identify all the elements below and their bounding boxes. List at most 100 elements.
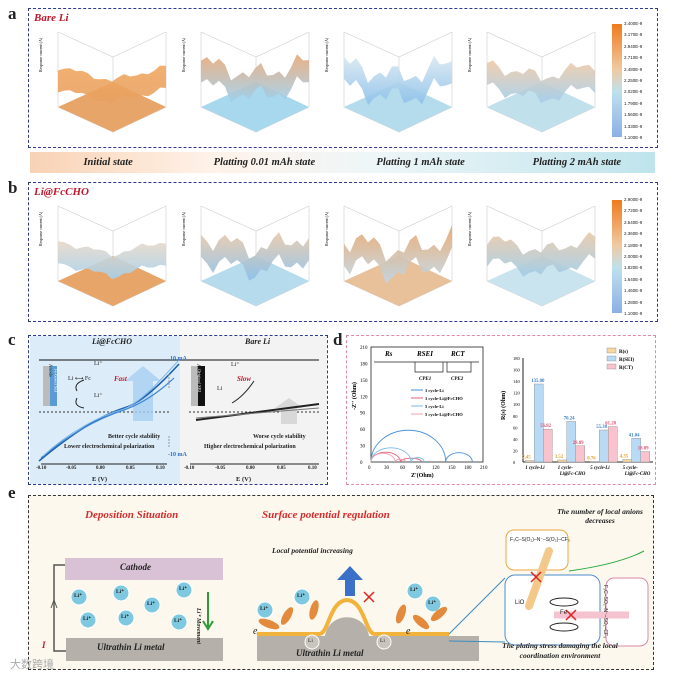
y-tick-label: 140: [513, 379, 521, 384]
y-tick-label: 210: [360, 346, 368, 351]
colorbar-tick: 2.250E-9: [624, 77, 643, 83]
c-right-title: Bare Li: [245, 337, 271, 346]
right-note-2: Higher electrochemical polarization: [204, 444, 296, 450]
fe-label: Fe: [560, 610, 568, 616]
y-tick-label: 30: [360, 445, 366, 450]
surface-plot-1: Response current (A): [38, 31, 167, 133]
legend-swatch: [606, 363, 617, 370]
stage-banner: Initial state Platting 0.01 mAh state Pl…: [30, 152, 655, 173]
colorbar-tick: 2.540E-9: [624, 219, 643, 225]
bar-value-label: 3.52: [555, 455, 564, 460]
y-tick-label: 160: [513, 368, 521, 373]
colorbar-tick: 2.480E-9: [624, 66, 643, 72]
bar-value-label: 56.82: [540, 424, 551, 429]
y-tick-label: 80: [513, 414, 518, 419]
nyquist-curve-2: [410, 457, 425, 463]
bar-value-label: 0.76: [587, 457, 596, 462]
x-tick-label: 210: [480, 466, 488, 471]
c-tick-left: -0.10: [36, 466, 47, 471]
legend-label: R(SEI): [619, 358, 634, 363]
x-tick-label: 150: [448, 466, 456, 471]
panel-b-title: Li@FcCHO: [34, 186, 89, 198]
category-label: 1 cycle-Li: [525, 466, 545, 471]
legend-swatch: [606, 355, 617, 362]
colorbar-tick: 2.020E-9: [624, 89, 643, 95]
y-tick-label: 20: [513, 448, 518, 453]
bar-value-label: 4.35: [620, 454, 629, 459]
li-plus-bottom: Li⁺: [94, 393, 103, 399]
z-axis-label: Response current (A): [467, 37, 472, 72]
right-note-1: Worse cycle stability: [253, 434, 306, 440]
floor-projection: [344, 82, 452, 132]
stage-001: Platting 0.01 mAh state: [213, 157, 316, 168]
colorbar-tick: 1.560E-9: [624, 112, 643, 118]
orig-sei-block: [198, 366, 205, 406]
surface-title: Surface potential regulation: [262, 509, 390, 521]
bar-chart: 0 20 40 60 80 100 120 140 160 180 R(s) (Ohm) 1 cycl…: [500, 347, 653, 477]
minus-10ma: -10 mA: [168, 452, 187, 458]
z-axis-label: Response current (A): [38, 37, 43, 72]
category-label-2: Li@Fc-CHO: [624, 472, 651, 477]
up-arrow-gray: [275, 398, 303, 424]
surface: [58, 65, 166, 104]
sei-layer: [257, 597, 449, 636]
bar-value-label: 55.38: [596, 425, 607, 430]
y-tick-label: 40: [513, 437, 518, 442]
bar-R(CT): [640, 451, 650, 463]
li-ion-circles: [70, 581, 442, 631]
c-tick-right: 0.00: [246, 466, 255, 471]
colorbar-tick: 2.900E-9: [624, 197, 643, 202]
floor-projection: [201, 256, 309, 306]
y-axis-label: R(s) (Ohm): [500, 391, 507, 420]
surface-plot-3: Response current (A): [324, 31, 453, 133]
floor-projection: [487, 82, 595, 132]
li-ion-label: Li⁺: [83, 616, 92, 622]
li-fc-label: Li ⟷ Fc: [68, 376, 91, 382]
y-tick-label: 0: [360, 461, 363, 466]
colorbar-b-labels: 2.900E-9 2.720E-9 2.540E-9 2.360E-9 2.180E-9…: [624, 197, 642, 316]
surface: [344, 225, 452, 284]
li-ion-label: Li⁺: [174, 618, 183, 624]
local-potential-label: Local potential increasing: [272, 546, 353, 555]
panel-c-box: [28, 335, 328, 485]
fe-sei-block: [50, 366, 57, 406]
y-tick-label: 120: [513, 391, 521, 396]
colorbar-tick: 1.100E-9: [624, 134, 643, 140]
colorbar-tick: 3.400E-9: [624, 21, 643, 26]
movement-label: Li⁺ Movement: [195, 608, 201, 644]
li-atom-1: Li: [308, 638, 313, 644]
li-ion-label: Li⁺: [428, 600, 437, 606]
panel-a-label: a: [8, 4, 17, 23]
nyquist-curve-3: [370, 452, 396, 463]
slow-label: Slow: [237, 375, 252, 383]
x-tick-label: 120: [432, 466, 440, 471]
li-ion-label: Li⁺: [147, 601, 156, 607]
bar-value-label: 135.00: [531, 379, 545, 384]
tfsi-top-box: [505, 529, 569, 571]
c-left-title: Li@FcCHO: [92, 337, 132, 346]
x-tick-label: 180: [464, 466, 472, 471]
colorbar-tick: 1.640E-9: [624, 276, 643, 282]
anions-label: The number of local anions decreases: [557, 507, 643, 525]
surface: [58, 241, 166, 280]
legend-label: 1 cycle-Li@FcCHO: [425, 396, 463, 401]
left-note-2: Lower electrochemical polarization: [64, 444, 155, 450]
bar-value-label: 2.45: [522, 456, 531, 461]
up-arrow-blue: [125, 366, 161, 421]
legend-label: R(CT): [619, 366, 633, 371]
cathode-block: [65, 558, 223, 580]
colorbar-tick: 1.330E-9: [624, 123, 643, 129]
bar-R(CT): [543, 428, 553, 463]
colorbar-a: [612, 24, 622, 137]
c-xlabel-right: E (V): [236, 476, 251, 483]
surface: [487, 60, 595, 104]
circuit-label: RSEI: [416, 350, 433, 358]
c-tick-right: 0.10: [308, 466, 317, 471]
legend-swatch: [606, 347, 617, 354]
y-tick-label: 60: [513, 425, 518, 430]
watermark: 大数跨境: [10, 659, 54, 671]
category-label: 5 cycle-Li: [590, 466, 610, 471]
z-axis-label: Response current (A): [181, 211, 186, 246]
bar-R(s): [525, 460, 535, 463]
panel-e-diagram: [50, 529, 649, 661]
